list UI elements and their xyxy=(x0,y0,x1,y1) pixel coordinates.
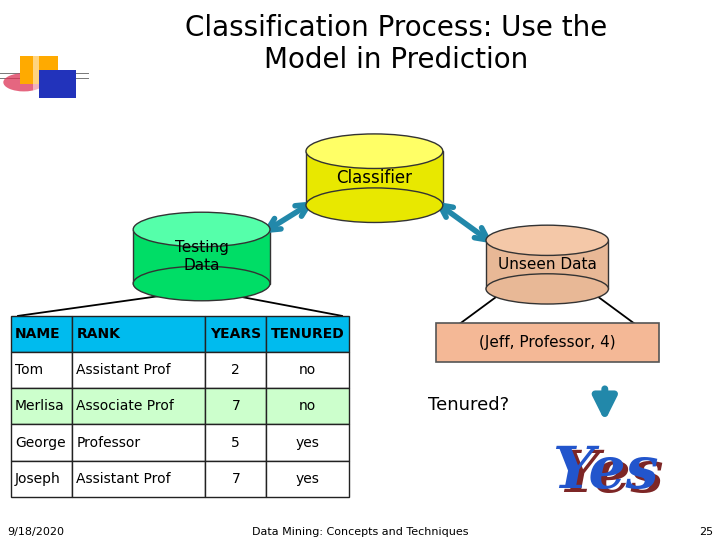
Text: Professor: Professor xyxy=(76,436,140,449)
Ellipse shape xyxy=(306,188,443,222)
Text: (Jeff, Professor, 4): (Jeff, Professor, 4) xyxy=(479,335,616,350)
Text: no: no xyxy=(300,363,316,377)
Text: Testing
Data: Testing Data xyxy=(175,240,228,273)
Bar xyxy=(11,461,72,497)
Text: Data Mining: Concepts and Techniques: Data Mining: Concepts and Techniques xyxy=(252,527,468,537)
Text: 7: 7 xyxy=(231,472,240,485)
Bar xyxy=(72,424,205,461)
Bar xyxy=(205,424,266,461)
FancyBboxPatch shape xyxy=(436,323,659,362)
Text: RANK: RANK xyxy=(76,327,120,341)
Text: Tom: Tom xyxy=(15,363,43,377)
Text: 25: 25 xyxy=(698,527,713,537)
Ellipse shape xyxy=(133,266,270,301)
Text: Assistant Prof: Assistant Prof xyxy=(76,472,171,485)
Ellipse shape xyxy=(4,73,45,91)
Text: Yes: Yes xyxy=(552,444,658,501)
Bar xyxy=(20,56,58,84)
Bar xyxy=(205,461,266,497)
Text: Unseen Data: Unseen Data xyxy=(498,257,597,272)
Bar xyxy=(11,352,72,388)
Text: Yes: Yes xyxy=(557,448,663,504)
Text: yes: yes xyxy=(296,436,320,449)
Text: 7: 7 xyxy=(231,400,240,413)
Bar xyxy=(205,352,266,388)
Ellipse shape xyxy=(486,225,608,255)
Text: YEARS: YEARS xyxy=(210,327,261,341)
Text: 9/18/2020: 9/18/2020 xyxy=(7,527,64,537)
Polygon shape xyxy=(306,151,443,205)
Text: Classifier: Classifier xyxy=(336,169,413,187)
Polygon shape xyxy=(133,230,270,284)
Text: 2: 2 xyxy=(231,363,240,377)
Bar xyxy=(266,352,349,388)
Text: Joseph: Joseph xyxy=(15,472,61,485)
Text: NAME: NAME xyxy=(15,327,60,341)
Text: no: no xyxy=(300,400,316,413)
Text: Merlisa: Merlisa xyxy=(15,400,65,413)
Bar xyxy=(11,424,72,461)
Text: Assistant Prof: Assistant Prof xyxy=(76,363,171,377)
Bar xyxy=(72,461,205,497)
Bar xyxy=(205,316,266,352)
Bar xyxy=(266,461,349,497)
Text: Tenured?: Tenured? xyxy=(428,396,510,414)
Text: Associate Prof: Associate Prof xyxy=(76,400,174,413)
Bar xyxy=(11,316,72,352)
Text: yes: yes xyxy=(296,472,320,485)
Ellipse shape xyxy=(306,134,443,168)
Bar xyxy=(39,70,76,98)
Ellipse shape xyxy=(486,274,608,304)
Bar xyxy=(72,352,205,388)
Bar xyxy=(11,388,72,424)
Polygon shape xyxy=(486,240,608,289)
Text: TENURED: TENURED xyxy=(271,327,345,341)
Bar xyxy=(72,316,205,352)
Text: 5: 5 xyxy=(231,436,240,449)
Bar xyxy=(266,388,349,424)
Text: George: George xyxy=(15,436,66,449)
Text: Classification Process: Use the
Model in Prediction: Classification Process: Use the Model in… xyxy=(185,14,607,74)
Bar xyxy=(266,424,349,461)
Ellipse shape xyxy=(133,212,270,247)
Bar xyxy=(72,388,205,424)
Bar xyxy=(266,316,349,352)
Bar xyxy=(33,51,39,102)
Bar xyxy=(205,388,266,424)
